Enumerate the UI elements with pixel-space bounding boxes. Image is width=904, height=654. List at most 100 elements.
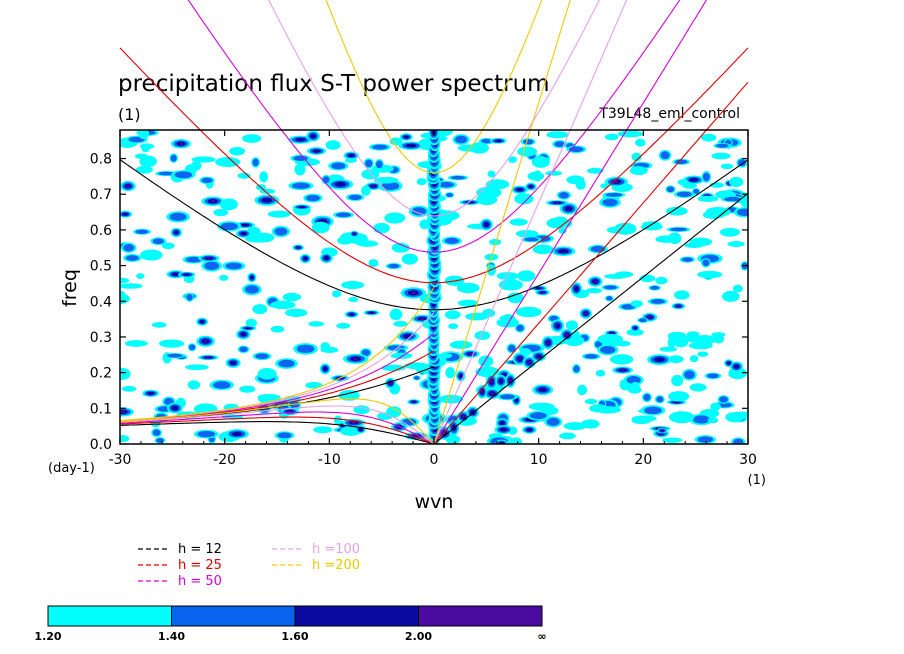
contour-blob [490, 392, 494, 395]
contour-blob [565, 320, 578, 331]
contour-blob [371, 184, 375, 188]
contour-blob [267, 210, 291, 218]
contour-blob [484, 197, 498, 204]
unit-label: (1) [118, 105, 141, 124]
contour-blob [353, 357, 358, 361]
contour-blob [650, 299, 666, 304]
contour-blob [531, 156, 550, 168]
contour-blob [508, 156, 517, 164]
contour-blob [629, 166, 648, 176]
contour-blob [146, 391, 155, 395]
contour-blob [120, 435, 130, 443]
contour-blob [237, 172, 251, 179]
contour-blob [564, 206, 573, 212]
contour-blob [277, 432, 292, 439]
contour-blob [204, 340, 208, 343]
colorbar-label: ∞ [537, 630, 546, 643]
contour-blob [671, 374, 684, 387]
colorbar-label: 2.00 [405, 630, 432, 643]
contour-blob [516, 187, 524, 192]
contour-blob [282, 292, 302, 302]
contour-blob [681, 257, 693, 262]
contour-blob [602, 198, 618, 207]
contour-blob [656, 396, 664, 403]
contour-blob [245, 318, 257, 328]
contour-blob [676, 304, 680, 308]
contour-blob [640, 223, 663, 231]
y-tick-label: 0.6 [90, 223, 112, 239]
contour-blob [403, 135, 410, 139]
contour-blob [697, 195, 719, 202]
contour-blob [405, 143, 417, 148]
contour-blob [496, 272, 519, 280]
contour-blob [528, 184, 534, 189]
contour-blob [296, 344, 315, 354]
contour-blob [529, 412, 547, 420]
contour-blob [496, 317, 519, 328]
contour-blob [411, 291, 416, 295]
contour-blob [631, 152, 642, 162]
contour-blob [151, 322, 167, 328]
contour-blob [584, 398, 598, 405]
contour-blob [480, 390, 484, 393]
contour-blob [726, 361, 731, 365]
contour-blob [509, 437, 523, 444]
contour-blob [552, 216, 568, 226]
contour-blob [305, 381, 323, 389]
legend-label: h = 25 [178, 558, 222, 573]
contour-blob [373, 222, 390, 234]
contour-blob [669, 227, 688, 232]
contour-blob [546, 341, 550, 344]
contour-blob [692, 415, 711, 424]
contour-blob [707, 417, 719, 424]
contour-blob [173, 230, 179, 235]
colorbar-label: 1.40 [158, 630, 185, 643]
contour-blob [206, 356, 210, 359]
contour-blob [526, 428, 533, 432]
contour-blob [242, 134, 262, 143]
contour-blob [171, 272, 180, 277]
contour-blob [633, 326, 638, 330]
contour-blob [522, 139, 534, 145]
dispersion-curve-12 [119, 421, 435, 445]
contour-blob [166, 353, 183, 358]
contour-blob [650, 285, 660, 290]
contour-blob [239, 385, 256, 393]
contour-blob [593, 280, 597, 283]
contour-blob [589, 404, 609, 413]
contour-blob [668, 391, 690, 402]
contour-blob [509, 218, 528, 226]
chart-title: precipitation flux S-T power spectrum [118, 71, 550, 97]
contour-blob [289, 400, 300, 410]
contour-blob [334, 181, 346, 187]
contour-blob [737, 159, 746, 167]
y-unit-label: (day-1) [48, 461, 95, 476]
contour-blob [631, 416, 652, 425]
contour-blob [387, 263, 400, 269]
contour-blob [540, 291, 544, 294]
colorbar-label: 1.20 [34, 630, 61, 643]
contour-blob [368, 259, 379, 268]
contour-blob [252, 304, 268, 315]
contour-blob [721, 290, 740, 302]
contour-blob [711, 152, 731, 160]
contour-blob [404, 362, 429, 370]
contour-blob [373, 176, 399, 184]
contour-blob [674, 290, 690, 300]
colorbar-segment [171, 605, 296, 627]
contour-blob [389, 308, 403, 321]
contour-blob [171, 405, 179, 411]
contour-blob [213, 381, 231, 389]
contour-blob [575, 179, 586, 190]
contour-blob [514, 397, 519, 403]
contour-blob [352, 232, 356, 236]
contour-blob [229, 360, 237, 366]
contour-blob [693, 188, 700, 194]
contour-blob [736, 208, 748, 216]
contour-blob [456, 282, 480, 294]
contour-blob [240, 223, 250, 227]
contour-blob [179, 142, 183, 145]
contour-blob [140, 249, 163, 261]
contour-blob [325, 140, 341, 150]
contour-blob [294, 163, 306, 176]
